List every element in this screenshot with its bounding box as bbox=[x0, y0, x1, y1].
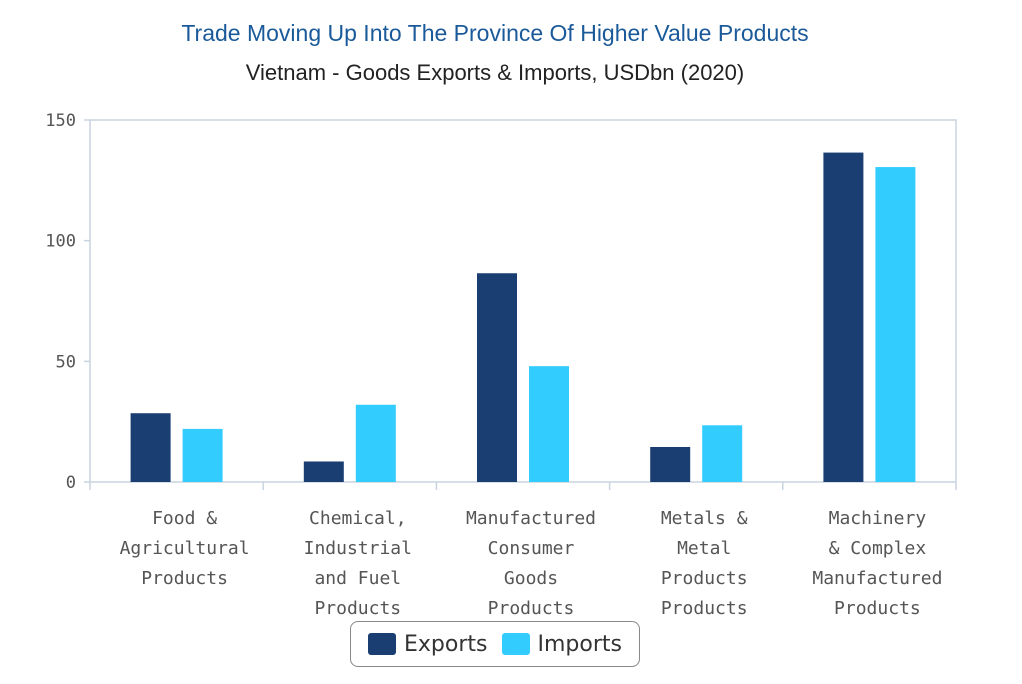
x-category-label-line: Manufactured bbox=[812, 568, 942, 589]
legend-swatch-exports bbox=[368, 633, 397, 655]
x-category-label-line: Chemical, bbox=[309, 508, 407, 529]
bar-exports-0[interactable] bbox=[130, 413, 171, 482]
y-tick-label: 100 bbox=[45, 232, 76, 252]
x-category-label-line: Products bbox=[834, 598, 921, 619]
x-category-label-line: and Fuel bbox=[314, 568, 401, 589]
x-category-label-line: Products bbox=[661, 598, 748, 619]
legend-item-exports[interactable]: Exports bbox=[368, 631, 488, 657]
legend-item-imports[interactable]: Imports bbox=[501, 631, 622, 657]
bar-exports-3[interactable] bbox=[650, 447, 691, 482]
x-axis bbox=[89, 482, 957, 490]
x-category-label-line: & Complex bbox=[829, 538, 927, 559]
category-labels: Food & Agricultural Products Chemical, Indus… bbox=[120, 508, 943, 619]
legend: Exports Imports bbox=[350, 621, 640, 667]
x-category-label-line: Food & bbox=[152, 508, 217, 529]
x-category-label-line: Consumer bbox=[488, 538, 575, 559]
x-category-label-line: Industrial bbox=[304, 538, 412, 559]
x-category-label-line: Products bbox=[314, 598, 401, 619]
x-category-label: Food & Agricultural Products bbox=[120, 508, 250, 589]
x-category-label-line: Manufactured bbox=[466, 508, 596, 529]
plot-area bbox=[89, 119, 957, 483]
bar-exports-1[interactable] bbox=[303, 461, 344, 482]
x-category-label-line: Products bbox=[661, 568, 748, 589]
chart-title: Trade Moving Up Into The Province Of Hig… bbox=[181, 20, 809, 46]
x-category-label-line: Products bbox=[488, 598, 575, 619]
legend-label-exports: Exports bbox=[404, 631, 488, 657]
x-category-label: Metals & Metal Products Products bbox=[661, 508, 748, 619]
x-category-label-line: Metals & bbox=[661, 508, 748, 529]
y-tick-label: 0 bbox=[66, 473, 76, 493]
bar-imports-3[interactable] bbox=[702, 425, 743, 482]
legend-label-imports: Imports bbox=[537, 631, 622, 657]
x-category-label-line: Products bbox=[141, 568, 228, 589]
y-tick-label: 50 bbox=[56, 352, 76, 372]
x-category-label-line: Machinery bbox=[829, 508, 927, 529]
x-category-label: Chemical, Industrial and Fuel Products bbox=[304, 508, 412, 619]
bar-imports-2[interactable] bbox=[529, 366, 569, 482]
x-category-label-line: Goods bbox=[504, 568, 558, 589]
y-axis: 0 50 100 150 bbox=[45, 111, 90, 493]
bar-imports-1[interactable] bbox=[355, 404, 396, 482]
bars-group bbox=[130, 152, 916, 482]
bar-exports-4[interactable] bbox=[823, 152, 864, 482]
bar-exports-2[interactable] bbox=[477, 273, 517, 482]
chart-subtitle: Vietnam - Goods Exports & Imports, USDbn… bbox=[245, 60, 745, 85]
bar-imports-0[interactable] bbox=[182, 428, 223, 482]
y-tick-label: 150 bbox=[45, 111, 76, 131]
bar-imports-4[interactable] bbox=[875, 167, 916, 482]
x-category-label: Manufactured Consumer Goods Products bbox=[466, 508, 596, 619]
x-category-label-line: Agricultural bbox=[120, 538, 250, 559]
x-category-label: Machinery & Complex Manufactured Products bbox=[812, 508, 942, 619]
x-category-label-line: Metal bbox=[677, 538, 731, 559]
legend-swatch-imports bbox=[501, 633, 530, 655]
